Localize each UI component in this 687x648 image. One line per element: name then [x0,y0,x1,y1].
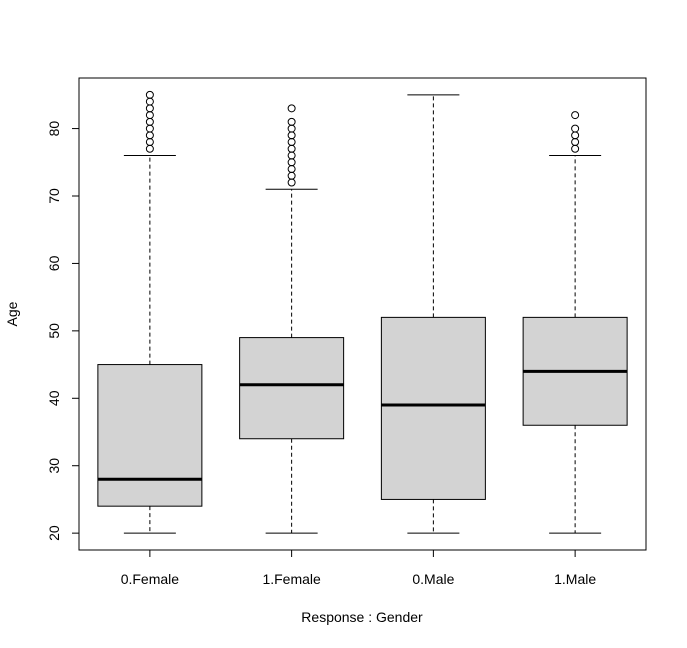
outlier-point [145,124,154,133]
box-group [380,94,486,534]
outlier-point [571,131,580,140]
outlier-point [287,138,296,147]
outlier-point [145,104,154,113]
outlier-point [287,144,296,153]
iqr-box [97,364,203,507]
outlier-point [287,117,296,126]
x-tick-label: 1.Female [262,571,321,587]
outlier-point [287,178,296,187]
outlier-point [287,104,296,113]
box-group [97,90,203,534]
y-tick-label: 40 [46,390,62,406]
box-group [522,111,628,534]
iqr-box [239,337,345,440]
y-axis-label: Age [4,301,20,326]
outlier-point [145,97,154,106]
x-tick-label: 1.Male [554,571,596,587]
outlier-point [287,151,296,160]
y-tick-label: 60 [46,255,62,271]
x-tick-label: 0.Female [121,571,180,587]
outlier-point [145,117,154,126]
x-axis-label: Response : Gender [301,609,423,625]
outlier-point [145,90,154,99]
y-tick-label: 50 [46,323,62,339]
outlier-point [287,124,296,133]
outlier-point [145,111,154,120]
outlier-point [145,144,154,153]
y-tick-label: 80 [46,121,62,137]
y-tick-label: 70 [46,188,62,204]
outlier-point [287,171,296,180]
outlier-point [287,165,296,174]
x-axis: 0.Female 1.Female 0.Male 1.Male [121,549,596,587]
boxes [97,90,628,534]
outlier-point [287,158,296,167]
outlier-point [571,124,580,133]
y-tick-label: 30 [46,458,62,474]
box-group [239,104,345,534]
y-tick-label: 20 [46,525,62,541]
y-axis: 20 30 40 50 60 70 80 [46,121,80,541]
outlier-point [571,138,580,147]
outlier-point [571,144,580,153]
outlier-point [287,131,296,140]
iqr-box [380,316,486,500]
outlier-point [145,138,154,147]
outlier-point [571,111,580,120]
outlier-point [145,131,154,140]
x-tick-label: 0.Male [412,571,454,587]
